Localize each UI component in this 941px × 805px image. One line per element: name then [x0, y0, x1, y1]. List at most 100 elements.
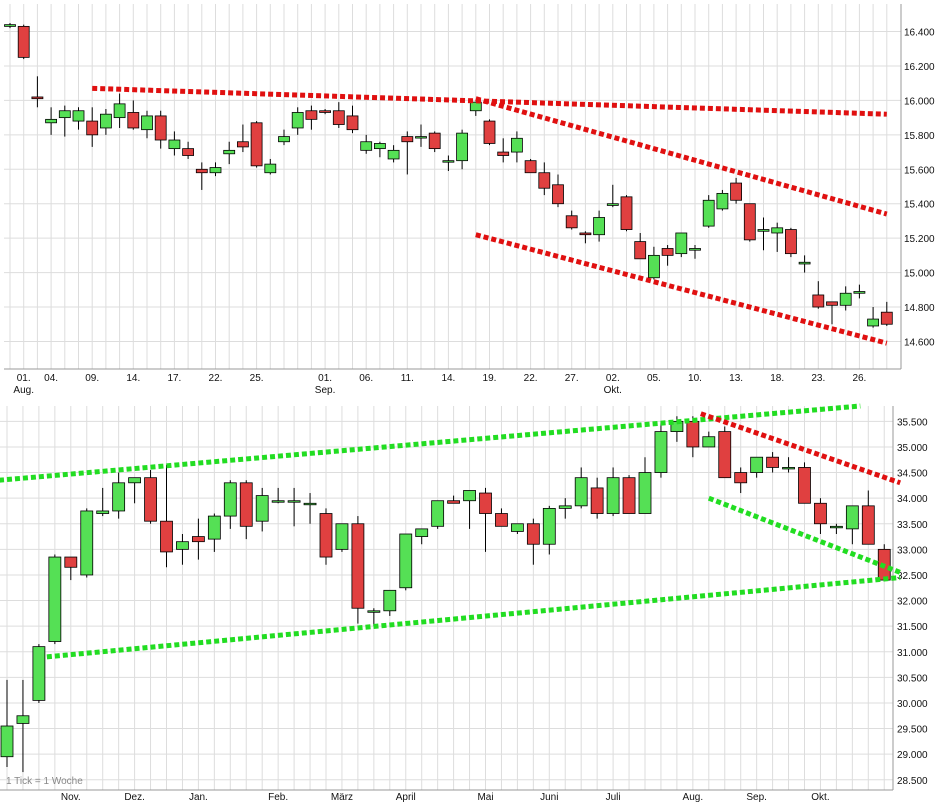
candle [606, 184, 619, 208]
x-tick-label: 05. [647, 373, 661, 384]
candle [877, 544, 891, 581]
candle [463, 490, 476, 529]
candle [606, 467, 620, 517]
candle [176, 534, 189, 565]
y-tick-label: 29.500 [897, 725, 928, 736]
daily-chart-panel: 14.600 14.800 15.000 15.200 15.400 15.600 15.8… [4, 4, 935, 396]
candle [250, 121, 263, 168]
candle [271, 487, 285, 504]
candle-body-up [415, 136, 427, 139]
candle-body-up [373, 143, 386, 150]
y-tick-label: 14.800 [904, 303, 935, 314]
candle-body-up [845, 505, 859, 530]
candle-body-up [716, 192, 729, 210]
candle-body-up [702, 436, 716, 448]
y-tick-label: 30.000 [897, 699, 928, 710]
candle [880, 301, 893, 326]
candle [16, 679, 30, 773]
candle-body-up [542, 507, 556, 545]
candle [264, 158, 277, 175]
trendline-red [92, 85, 887, 117]
candle-body-down [785, 229, 797, 255]
candle-body-up [96, 510, 110, 514]
candle-body-up [830, 525, 843, 529]
candle-body-up [675, 232, 688, 255]
trendline-red [700, 411, 902, 486]
candle-body-down [734, 472, 748, 484]
candle [96, 487, 110, 517]
candle [31, 76, 44, 108]
candle [58, 105, 71, 137]
candle-body-down [236, 141, 249, 148]
weekly-chart-panel: 28.500 29.000 29.500 30.000 30.500 31.000 31.5… [0, 403, 928, 803]
candle-body-up [209, 167, 222, 174]
candle-body-up [271, 500, 285, 503]
candle [127, 100, 140, 130]
candle [319, 508, 333, 565]
candle [447, 495, 461, 504]
candle [387, 145, 400, 163]
candle [399, 533, 413, 591]
candle [415, 528, 429, 545]
y-tick-label: 29.000 [897, 750, 928, 761]
candle [428, 131, 441, 153]
candle [319, 109, 332, 115]
candle [160, 464, 173, 568]
candle [401, 131, 414, 175]
candle [112, 472, 126, 519]
month-label: Sep. [315, 385, 336, 396]
y-tick-label: 16.200 [904, 62, 935, 73]
candle [191, 518, 205, 560]
candle-body-up [867, 318, 879, 327]
candle [661, 245, 674, 266]
candle-body-up [291, 112, 304, 129]
candle-body-down [191, 536, 205, 543]
candle [812, 281, 825, 309]
candle [495, 508, 508, 527]
candle-body-up [100, 113, 112, 129]
candle-body-up [16, 715, 30, 724]
y-tick-label: 28.500 [897, 776, 928, 787]
candle [526, 518, 540, 565]
candle-body-up [510, 137, 523, 153]
candle [743, 203, 756, 242]
candle [766, 452, 779, 473]
y-tick-label: 31.500 [897, 622, 928, 633]
candle [702, 195, 715, 228]
candle-body-up [223, 149, 236, 155]
trendline-green [0, 403, 861, 483]
candle [0, 679, 14, 767]
candle-body-down [332, 110, 345, 125]
x-tick-label: 10. [688, 373, 702, 384]
candle [826, 301, 838, 325]
candle [830, 523, 843, 534]
candle-body-up [303, 502, 317, 506]
y-tick-label: 16.400 [904, 28, 935, 39]
candle-body-down [686, 420, 700, 448]
candle-body-up [469, 101, 482, 112]
candle-body-up [278, 136, 290, 143]
candle [154, 110, 167, 149]
tick-info-label: 1 Tick = 1 Woche [6, 776, 83, 787]
candle [483, 119, 496, 146]
candle-body-down [250, 122, 263, 167]
candle-body-up [360, 141, 373, 151]
candle [845, 505, 859, 545]
x-tick-label: Sep. [746, 792, 767, 803]
candle-body-up [335, 523, 349, 550]
candle [45, 107, 57, 135]
candle-body-up [689, 248, 701, 251]
candle-body-up [113, 103, 126, 119]
candle-body-down [812, 294, 825, 308]
candle [771, 222, 784, 252]
y-tick-label: 15.400 [904, 200, 935, 211]
x-tick-label: 06. [359, 373, 373, 384]
candle-body-up [4, 24, 16, 27]
x-tick-label: 19. [483, 373, 497, 384]
y-tick-label: 15.200 [904, 234, 935, 245]
candle [144, 470, 157, 524]
trendline-red [475, 232, 888, 346]
candle-body-down [590, 487, 604, 514]
candle [558, 498, 572, 519]
